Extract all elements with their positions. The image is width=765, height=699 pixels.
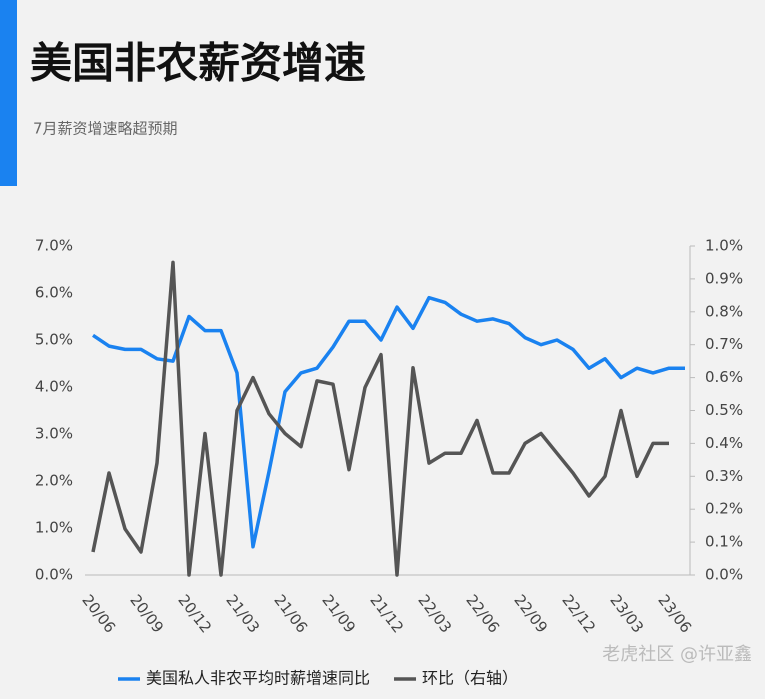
chart-subtitle: 7月薪资增速略超预期 bbox=[33, 120, 178, 138]
x-tick-label: 20/12 bbox=[174, 591, 215, 636]
x-tick-label: 23/06 bbox=[654, 591, 695, 636]
y2-tick-label: 0.0% bbox=[705, 566, 743, 584]
y2-tick-label: 0.9% bbox=[705, 269, 743, 287]
x-tick-label: 20/06 bbox=[78, 591, 119, 636]
y2-tick-label: 0.7% bbox=[705, 335, 743, 353]
x-tick-label: 22/03 bbox=[414, 591, 455, 636]
y2-tick-label: 0.4% bbox=[705, 434, 743, 452]
y2-tick-label: 0.1% bbox=[705, 533, 743, 551]
y-tick-label: 3.0% bbox=[35, 425, 73, 443]
chart-title: 美国非农薪资增速 bbox=[30, 39, 366, 88]
x-tick-label: 20/09 bbox=[126, 591, 167, 636]
series-line bbox=[91, 260, 669, 577]
y-tick-label: 2.0% bbox=[35, 472, 73, 490]
y2-tick-label: 0.6% bbox=[705, 368, 743, 386]
x-tick-label: 22/06 bbox=[462, 591, 503, 636]
y-tick-label: 7.0% bbox=[35, 237, 73, 255]
x-tick-label: 21/09 bbox=[318, 591, 359, 636]
accent-bar bbox=[0, 0, 17, 186]
x-tick-label: 22/12 bbox=[558, 591, 599, 636]
x-tick-label: 23/03 bbox=[606, 591, 647, 636]
x-tick-label: 21/06 bbox=[270, 591, 311, 636]
x-tick-label: 21/03 bbox=[222, 591, 263, 636]
y-tick-label: 5.0% bbox=[35, 331, 73, 349]
y2-tick-label: 1.0% bbox=[705, 237, 743, 255]
x-tick-label: 21/12 bbox=[366, 591, 407, 636]
y-tick-label: 1.0% bbox=[35, 519, 73, 537]
x-tick-label: 22/09 bbox=[510, 591, 551, 636]
series-line bbox=[92, 295, 685, 549]
y2-tick-label: 0.3% bbox=[705, 467, 743, 485]
watermark: 老虎社区 @许亚鑫 bbox=[602, 644, 752, 665]
y2-tick-label: 0.2% bbox=[705, 500, 743, 518]
y2-tick-label: 0.8% bbox=[705, 302, 743, 320]
y-tick-label: 4.0% bbox=[35, 378, 73, 396]
y-tick-label: 0.0% bbox=[35, 566, 73, 584]
legend-label: 美国私人非农平均时薪增速同比 bbox=[146, 669, 370, 688]
y-tick-label: 6.0% bbox=[35, 284, 73, 302]
legend-label: 环比（右轴） bbox=[422, 669, 518, 688]
y2-tick-label: 0.5% bbox=[705, 401, 743, 419]
